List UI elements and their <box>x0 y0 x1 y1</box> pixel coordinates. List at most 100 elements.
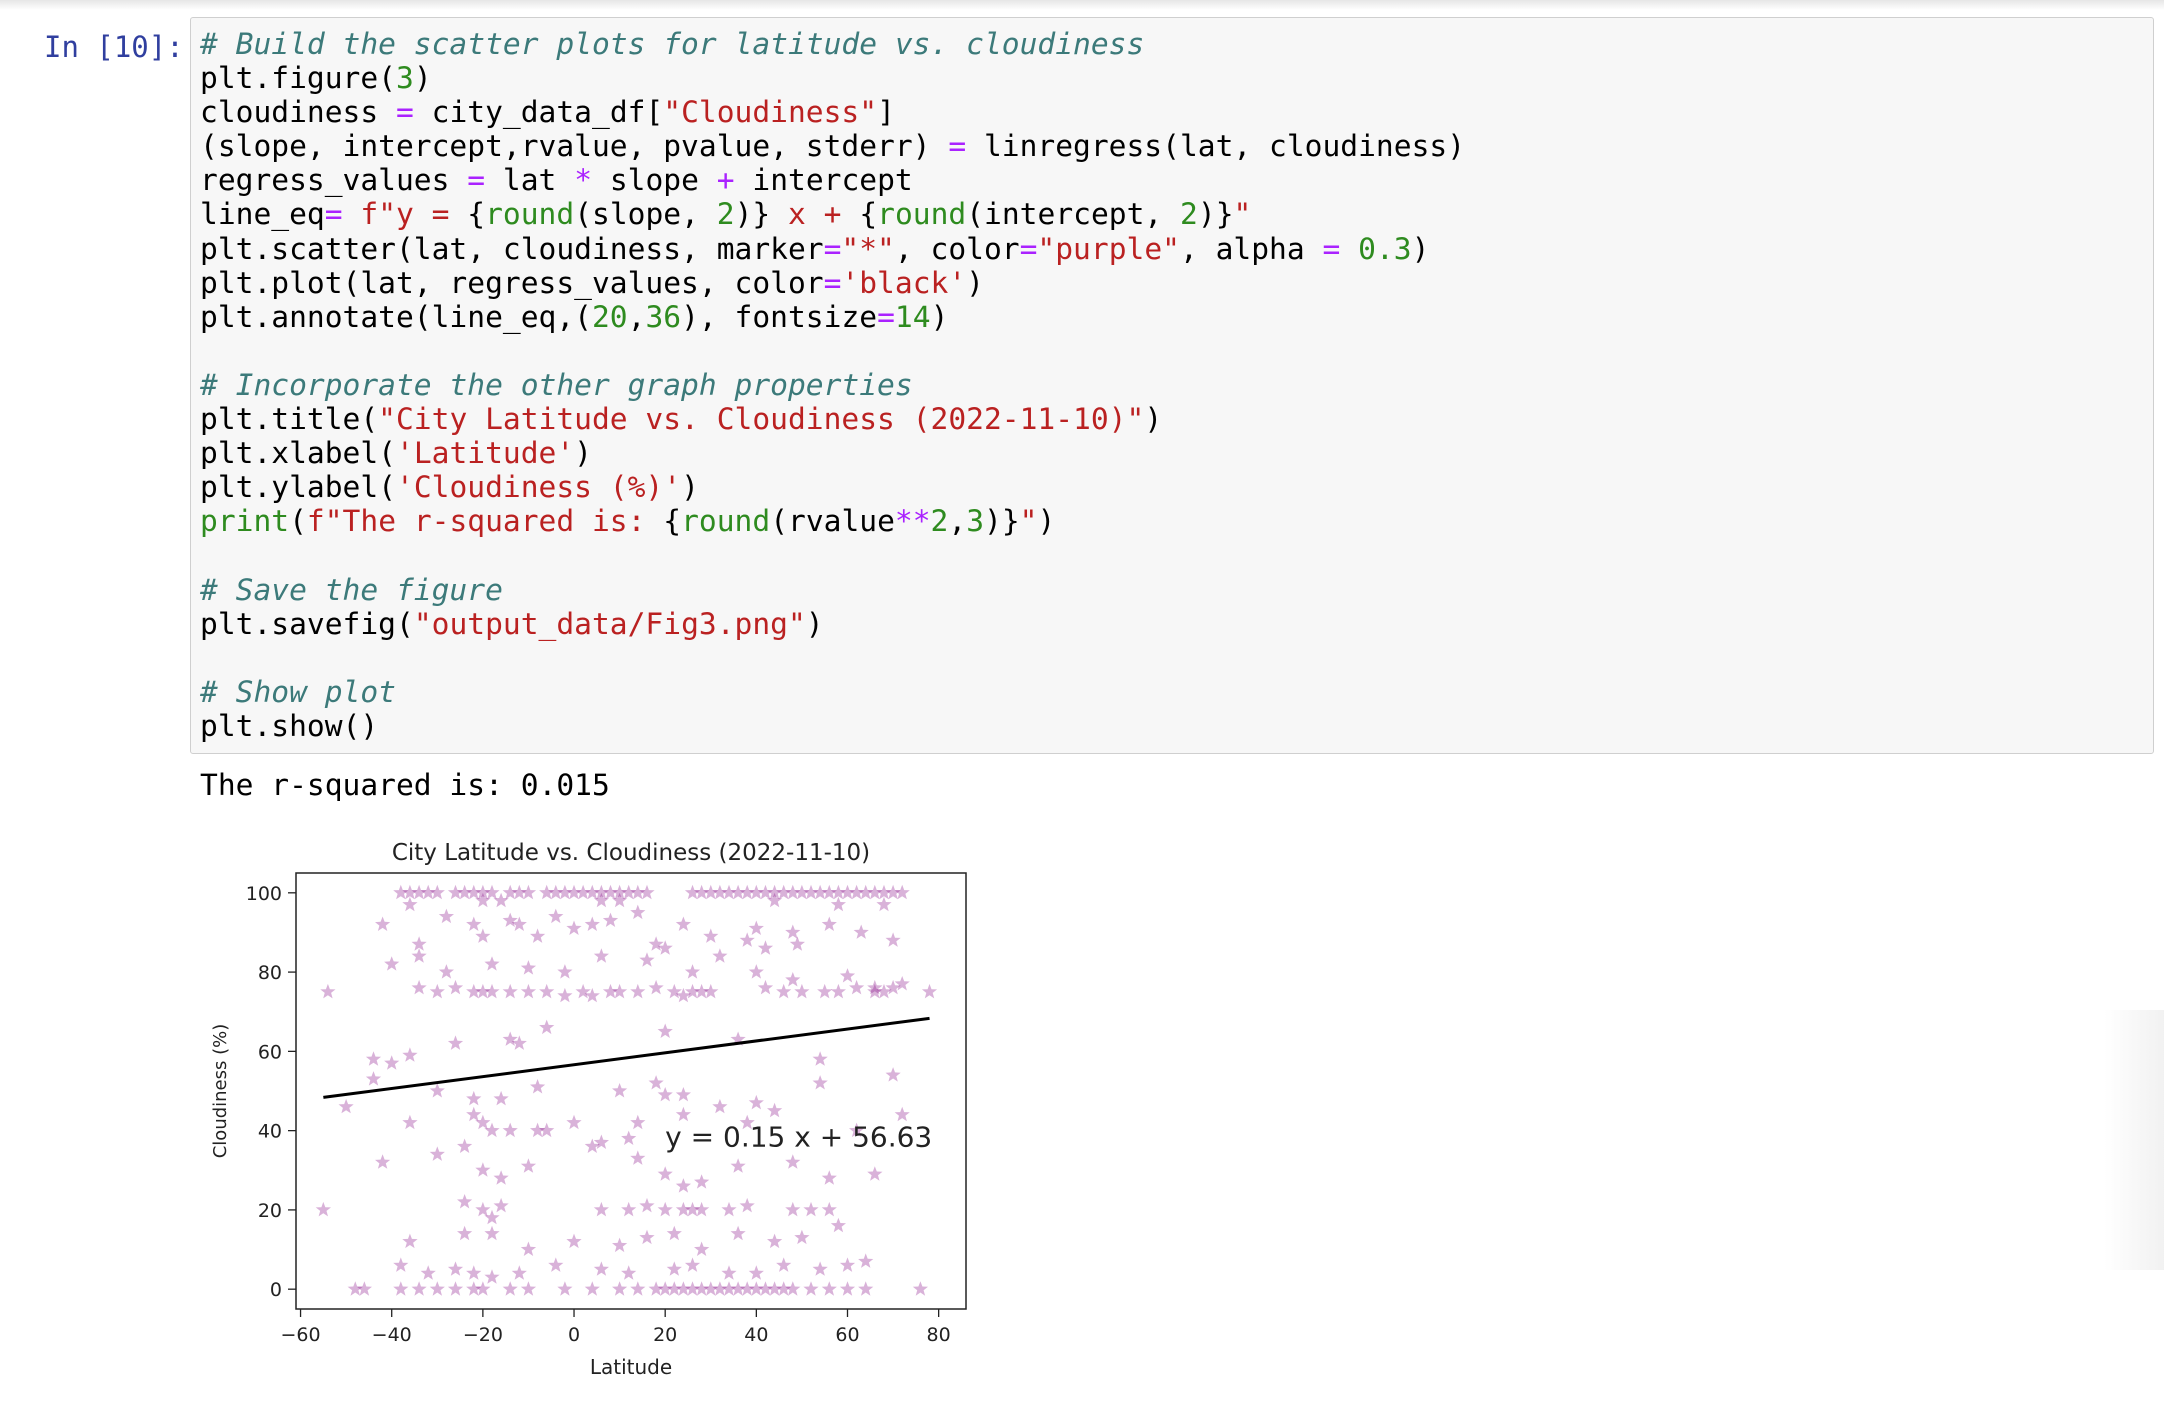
scatter-point <box>757 979 774 995</box>
code-token: { <box>467 197 486 232</box>
scatter-point <box>867 884 883 900</box>
y-tick-label: 100 <box>246 883 282 905</box>
code-cell-editor[interactable] <box>190 17 2154 754</box>
x-tick-label: −60 <box>281 1324 321 1346</box>
scatter-point <box>776 884 792 900</box>
scatter-point <box>484 1225 500 1241</box>
code-token: = <box>396 95 414 130</box>
scatter-point <box>575 983 591 999</box>
scatter-point <box>484 1269 500 1284</box>
x-tick-label: −40 <box>372 1324 412 1346</box>
code-line: # Show plot <box>200 675 1465 709</box>
regression-annotation: y = 0.15 x + 56.63 <box>665 1120 932 1153</box>
scatter-point <box>429 1146 445 1161</box>
scatter-point <box>648 1281 664 1296</box>
scatter-point <box>402 884 418 900</box>
code-line: # Save the figure <box>200 573 1465 607</box>
cell-prompt: In [10]: <box>44 30 184 64</box>
scatter-point <box>648 1075 664 1090</box>
code-token: = <box>877 299 895 334</box>
scatter-point <box>466 1281 482 1296</box>
scatter-point <box>867 979 883 995</box>
scatter-point <box>411 979 427 995</box>
code-line: plt.figure(3) <box>200 61 1465 95</box>
code-token: plt.savefig( <box>200 606 414 641</box>
scatter-point <box>785 1281 801 1296</box>
scatter-point <box>402 1233 418 1249</box>
code-token: ) <box>1411 231 1430 266</box>
code-token: plt.ylabel( <box>200 470 396 505</box>
scatter-point <box>639 1229 655 1245</box>
scatter-point <box>429 884 445 900</box>
code-token: " <box>1233 197 1252 232</box>
code-token: round <box>485 197 575 232</box>
scatter-point <box>657 940 673 955</box>
scatter-point <box>694 1201 710 1217</box>
scatter-point <box>402 896 418 912</box>
code-token: , color <box>894 231 1020 266</box>
scatter-point <box>584 884 600 900</box>
code-line: cloudiness = city_data_df["Cloudiness"] <box>200 95 1465 129</box>
scatter-point <box>858 1281 874 1296</box>
scatter-point <box>402 1114 418 1130</box>
scatter-point <box>767 884 783 900</box>
scatter-point <box>566 1114 582 1130</box>
code-token: )} <box>1197 197 1234 232</box>
code-token: = <box>1322 231 1341 266</box>
scatter-point <box>876 884 892 900</box>
scatter-point <box>657 1166 673 1181</box>
scatter-point <box>475 892 491 908</box>
x-tick-label: 60 <box>835 1324 859 1346</box>
x-tick-label: 40 <box>744 1324 768 1346</box>
y-axis-label: Cloudiness (%) <box>210 1024 231 1159</box>
scatter-point <box>557 987 573 1003</box>
x-tick-label: 80 <box>927 1324 951 1346</box>
scatter-point <box>566 1233 582 1249</box>
scatter-point <box>557 964 573 979</box>
scatter-point <box>520 960 537 975</box>
scatter-point <box>839 968 856 983</box>
scatter-point <box>630 904 646 920</box>
scatter-point <box>411 1281 427 1296</box>
code-token: round <box>877 197 967 232</box>
scatter-point <box>575 884 591 900</box>
scatter-point <box>757 940 774 955</box>
code-token: plt.title( <box>200 402 379 437</box>
scatter-point <box>666 1281 682 1296</box>
code-token: 2 <box>930 504 949 539</box>
code-line: plt.savefig("output_data/Fig3.png") <box>200 607 1465 641</box>
scatter-point <box>803 1281 819 1296</box>
scatter-point <box>315 1201 331 1217</box>
scatter-point <box>584 987 600 1003</box>
scatter-point <box>384 956 400 971</box>
scatter-point <box>657 1201 673 1217</box>
cell-output-text: The r-squared is: 0.015 <box>200 768 610 802</box>
scatter-point <box>447 1281 464 1296</box>
scatter-point <box>566 920 582 935</box>
scatter-point <box>817 983 833 999</box>
scatter-point <box>539 884 555 900</box>
scatter-point <box>794 983 810 999</box>
code-block[interactable]: # Build the scatter plots for latitude v… <box>200 27 1465 743</box>
scatter-point <box>789 936 805 951</box>
scatter-point <box>675 1178 691 1193</box>
scatter-point <box>767 1281 783 1296</box>
scatter-point <box>475 1114 491 1130</box>
code-token: ) <box>805 606 824 641</box>
code-token: plt.scatter(lat, cloudiness, marker <box>200 231 824 266</box>
scatter-point <box>657 1281 673 1296</box>
scatter-point <box>876 896 892 912</box>
scatter-point <box>684 1281 701 1296</box>
scatter-point <box>621 1265 637 1280</box>
x-tick-label: 0 <box>568 1324 580 1346</box>
scatter-point <box>657 1023 673 1038</box>
scatter-point <box>593 884 609 900</box>
scatter-point <box>447 884 464 900</box>
scatter-point <box>612 983 628 999</box>
scatter-point <box>830 896 846 912</box>
scatter-point <box>675 1281 691 1296</box>
code-line: regress_values = lat * slope + intercept <box>200 163 1465 197</box>
code-token: (intercept, <box>966 197 1181 232</box>
scatter-point <box>530 928 546 943</box>
scatter-point <box>684 964 701 979</box>
